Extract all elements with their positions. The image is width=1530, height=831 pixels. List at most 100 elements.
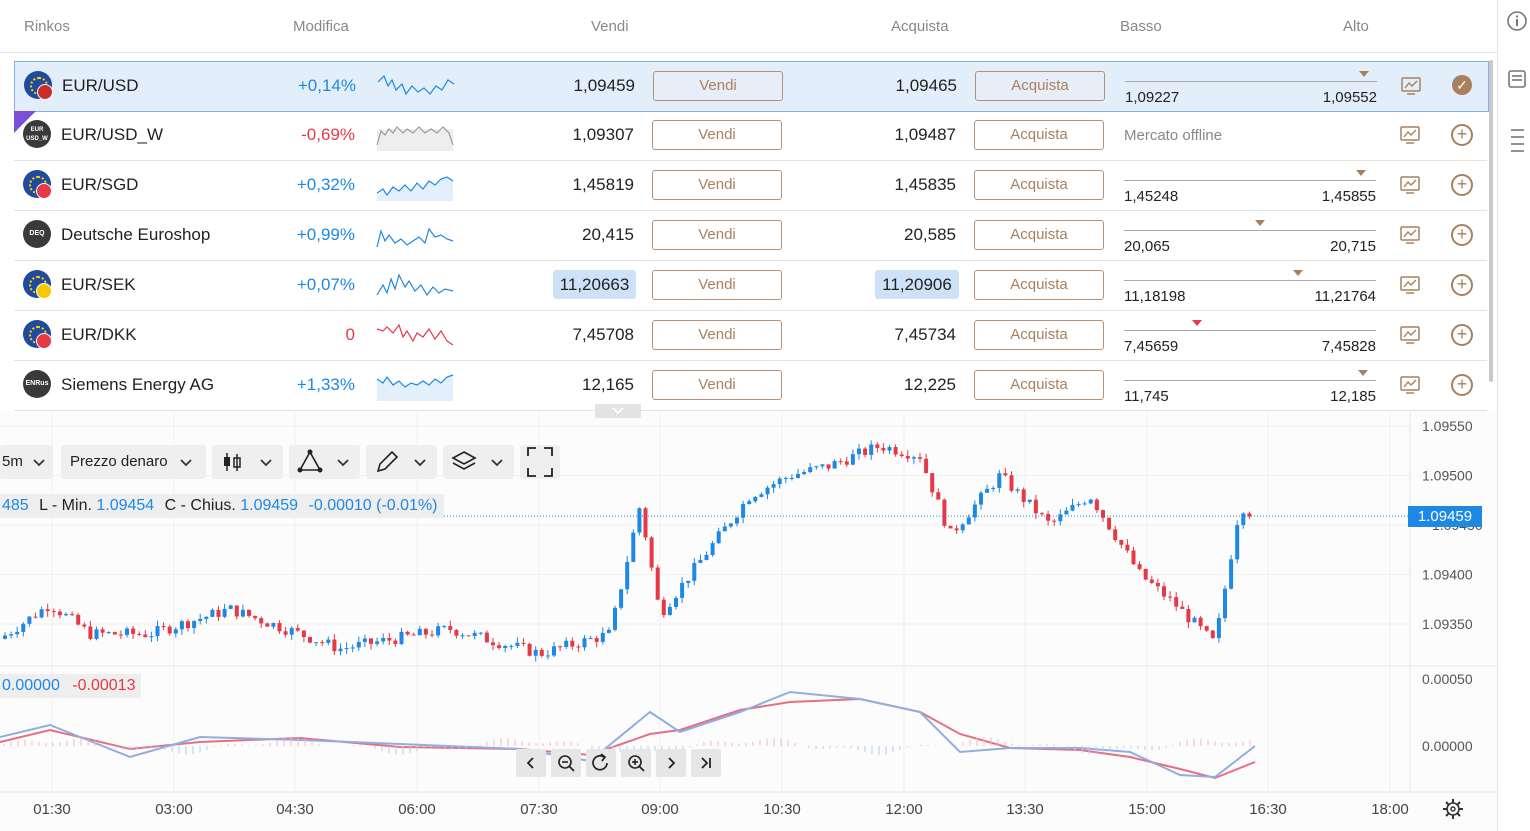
add-icon[interactable]: + [1451, 324, 1473, 346]
col-name-header[interactable]: Rinkos [24, 18, 70, 35]
col-buy-header[interactable]: Acquista [891, 18, 949, 35]
candle [253, 615, 258, 619]
candle [1064, 510, 1069, 515]
buy-button[interactable]: Acquista [974, 270, 1104, 300]
chart-icon[interactable] [1400, 275, 1420, 295]
candle [911, 457, 916, 459]
add-icon[interactable]: + [1451, 274, 1473, 296]
instrument-name: EUR/SEK [61, 275, 136, 294]
chart-icon[interactable] [1400, 225, 1420, 245]
layers-select[interactable] [443, 445, 514, 479]
scroll-to-end-button[interactable] [691, 749, 721, 777]
buy-button[interactable]: Acquista [974, 120, 1104, 150]
add-icon[interactable]: + [1451, 224, 1473, 246]
chart-icon[interactable] [1400, 325, 1420, 345]
buy-button[interactable]: Acquista [974, 370, 1104, 400]
drawing-tools-select[interactable] [289, 445, 360, 479]
high-value: 7,45828 [1321, 338, 1376, 355]
candle [173, 629, 178, 634]
macd-axis-label: 0.00050 [1422, 671, 1473, 687]
ohlc-low-value: 1.09454 [96, 497, 155, 514]
buy-button[interactable]: Acquista [974, 320, 1104, 350]
candle [881, 447, 886, 451]
candle [64, 614, 68, 616]
sell-button[interactable]: Vendi [652, 220, 782, 250]
chart-type-select[interactable] [212, 445, 283, 479]
zoom-in-button[interactable] [621, 749, 651, 777]
watchlist-row[interactable]: EUR USD_W EUR/USD_W -0,69% 1,09307 Vendi… [14, 111, 1487, 161]
candle [295, 628, 300, 631]
news-icon[interactable] [1506, 68, 1526, 88]
col-high-header[interactable]: Alto [1343, 18, 1369, 35]
candle [399, 631, 404, 645]
sell-button[interactable]: Vendi [653, 71, 783, 101]
scroll-left-button[interactable] [516, 749, 546, 777]
zoom-out-button[interactable] [551, 749, 581, 777]
sell-button[interactable]: Vendi [652, 270, 782, 300]
col-change-header[interactable]: Modifica [293, 18, 349, 35]
watchlist-row[interactable]: EUR/SGD +0,32% 1,45819 Vendi 1,45835 Acq… [14, 161, 1487, 211]
chart-icon[interactable] [1400, 175, 1420, 195]
range-marker [1358, 370, 1368, 376]
sell-button[interactable]: Vendi [652, 370, 782, 400]
fullscreen-button[interactable] [520, 445, 560, 479]
chart-icon[interactable] [1400, 125, 1420, 145]
watchlist-row[interactable]: EUR/USD +0,14% 1,09459 Vendi 1,09465 Acq… [14, 61, 1489, 112]
list-icon[interactable] [1506, 126, 1526, 152]
chart-icon[interactable] [1400, 375, 1420, 395]
watchlist-row[interactable]: EUR/SEK +0,07% 11,20663 Vendi 11,20906 A… [14, 261, 1487, 311]
scroll-right-button[interactable] [656, 749, 686, 777]
price-axis-label: 1.09400 [1422, 567, 1473, 583]
high-value: 20,715 [1330, 238, 1376, 255]
price-type-select[interactable]: Prezzo denaro [61, 445, 206, 479]
last-price-tag: 1.09459 [1408, 506, 1482, 527]
add-icon[interactable]: + [1451, 124, 1473, 146]
low-value: 11,18198 [1124, 288, 1186, 305]
candle [918, 457, 922, 459]
watchlist-row[interactable]: EUR/DKK 0 7,45708 Vendi 7,45734 Acquista… [14, 311, 1487, 361]
watchlist-scrollbar[interactable] [1489, 60, 1493, 382]
buy-button[interactable]: Acquista [975, 71, 1105, 101]
sell-button[interactable]: Vendi [652, 170, 782, 200]
collapse-panel-button[interactable] [595, 404, 641, 418]
watchlist-row[interactable]: DEQ Deutsche Euroshop +0,99% 20,415 Vend… [14, 211, 1487, 261]
candle [1015, 489, 1020, 491]
add-icon[interactable]: + [1451, 174, 1473, 196]
interval-select[interactable]: 5m [0, 445, 53, 479]
candle [979, 492, 983, 505]
pencil-tool-select[interactable] [366, 445, 437, 479]
sell-button[interactable]: Vendi [652, 320, 782, 350]
candle [1082, 503, 1087, 505]
candle [765, 487, 770, 495]
sell-button[interactable]: Vendi [652, 120, 782, 150]
change-percent: 0 [345, 325, 355, 344]
chart-panel[interactable]: 1.095501.095001.094001.093501.094500.000… [0, 412, 1497, 831]
currency-flag-icon [36, 183, 52, 199]
candle [118, 634, 123, 636]
time-axis-label: 13:30 [1006, 801, 1044, 818]
chart-icon[interactable] [1401, 76, 1421, 96]
add-icon[interactable]: + [1451, 374, 1473, 396]
instrument-name: Deutsche Euroshop [61, 225, 211, 244]
candle [1149, 579, 1154, 583]
macd-value-2: -0.00013 [72, 677, 136, 694]
candle [216, 609, 221, 617]
change-percent: +0,14% [297, 76, 356, 95]
candle [655, 567, 660, 600]
settings-gear-icon[interactable] [1442, 798, 1464, 825]
col-sell-header[interactable]: Vendi [591, 18, 629, 35]
watchlist-row[interactable]: ENRus Siemens Energy AG +1,33% 12,165 Ve… [14, 361, 1487, 411]
candle [179, 621, 184, 630]
buy-button[interactable]: Acquista [974, 170, 1104, 200]
price-chart[interactable]: 1.095501.095001.094001.093501.094500.000… [0, 412, 1497, 831]
candle [1216, 618, 1221, 639]
candle [503, 645, 508, 649]
candle [186, 621, 190, 629]
col-low-header[interactable]: Basso [1120, 18, 1162, 35]
macd-signal-line [0, 697, 1256, 780]
buy-button[interactable]: Acquista [974, 220, 1104, 250]
info-icon[interactable] [1506, 10, 1527, 31]
selected-check-icon[interactable]: ✓ [1452, 75, 1472, 95]
range-marker [1359, 71, 1369, 77]
reset-button[interactable] [586, 749, 616, 777]
